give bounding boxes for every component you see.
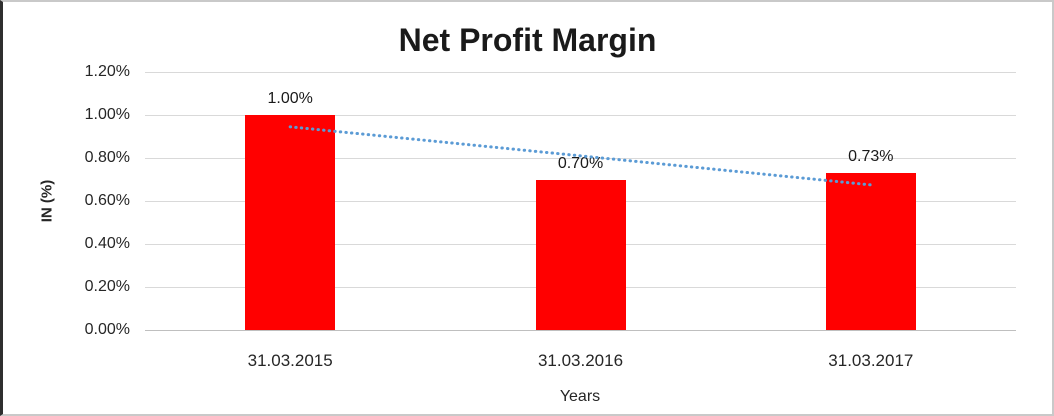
y-tick-label: 0.40% (84, 235, 130, 252)
chart-title: Net Profit Margin (398, 22, 657, 58)
bar-31.03.2016 (535, 179, 626, 330)
y-tick-label: 0.80% (84, 149, 130, 166)
gridline (145, 114, 1016, 116)
y-tick-label: 0.60% (84, 192, 130, 209)
y-tick-label: 0.00% (84, 321, 130, 338)
y-tick-label: 0.20% (84, 278, 130, 295)
x-axis-title: Years (559, 388, 601, 405)
x-tick-label: 31.03.2017 (828, 351, 914, 370)
data-label: 1.00% (267, 90, 313, 107)
bar-31.03.2017 (825, 173, 916, 330)
gridline (145, 71, 1016, 73)
gridline (145, 329, 1016, 331)
data-label: 0.70% (557, 154, 604, 172)
x-tick-label: 31.03.2015 (247, 351, 333, 370)
x-tick-label: 31.03.2016 (537, 351, 624, 370)
y-tick-label: 1.20% (84, 63, 130, 80)
bar-31.03.2015 (245, 115, 336, 330)
y-tick-label: 1.00% (84, 106, 130, 123)
data-label: 0.73% (848, 148, 894, 166)
